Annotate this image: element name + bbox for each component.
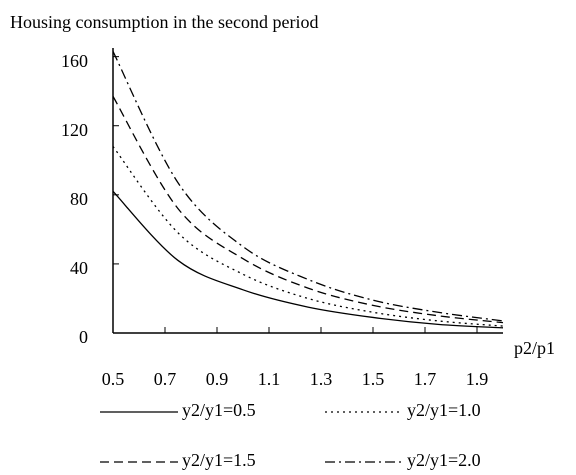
chart-title: Housing consumption in the second period [10, 12, 318, 32]
legend-label: y2/y1=2.0 [407, 450, 481, 470]
x-tick-label: 0.7 [154, 369, 177, 389]
legend-label: y2/y1=1.0 [407, 400, 481, 420]
x-tick-label: 1.1 [258, 369, 281, 389]
y-tick-label: 0 [79, 327, 88, 347]
x-tick-label: 1.9 [466, 369, 489, 389]
y-tick-label: 80 [70, 189, 88, 209]
x-tick-label: 1.7 [414, 369, 437, 389]
series-line [112, 96, 504, 324]
legend-label: y2/y1=0.5 [182, 400, 256, 420]
x-tick-label: 1.5 [362, 369, 385, 389]
y-tick-label: 160 [61, 51, 88, 71]
y-tick-label: 120 [61, 120, 88, 140]
x-tick-label: 1.3 [310, 369, 333, 389]
series-line [112, 51, 504, 322]
series-line [112, 190, 504, 329]
legend-label: y2/y1=1.5 [182, 450, 256, 470]
x-tick-label: 0.5 [102, 369, 125, 389]
y-tick-label: 40 [70, 258, 88, 278]
x-tick-label: 0.9 [206, 369, 229, 389]
x-axis-label: p2/p1 [514, 338, 555, 358]
